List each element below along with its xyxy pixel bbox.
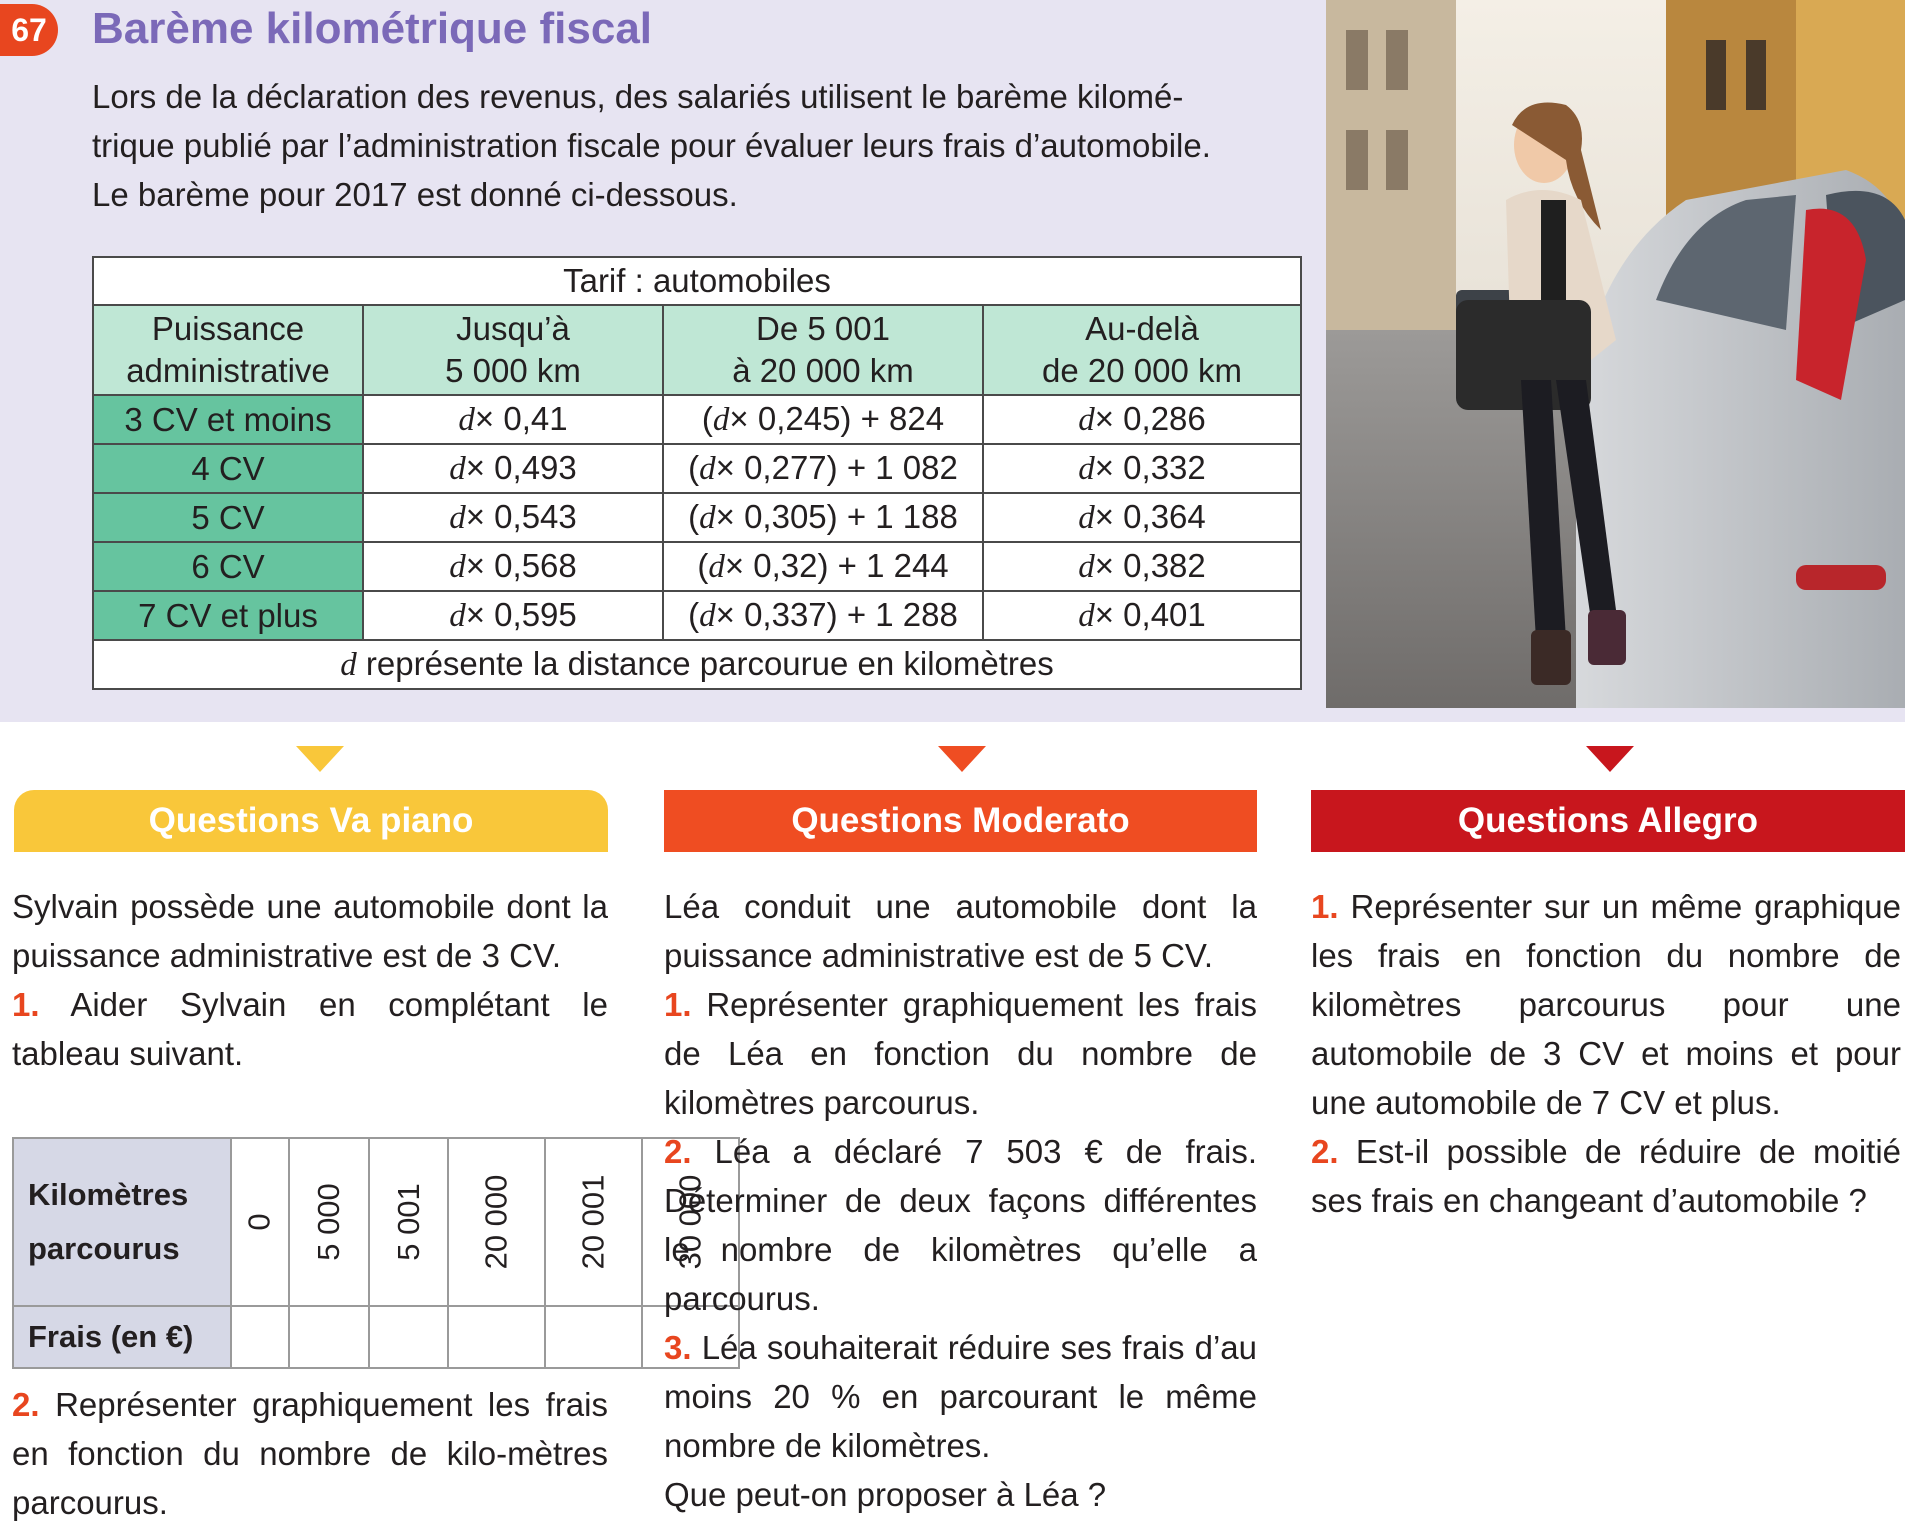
tarif-row: 5 CV d× 0,543 (d× 0,305) + 1 188 d× 0,36… [92,492,1302,543]
rate-cell: (d× 0,337) + 1 288 [662,590,984,641]
header-range-2: De 5 001 à 20 000 km [662,304,984,396]
tarif-caption: Tarif : automobiles [92,256,1302,306]
intro-line: Lors de la déclaration des revenus, des … [92,78,1184,115]
frais-empty-cell[interactable] [447,1305,546,1369]
frais-label-cell: Frais (en €) [12,1305,232,1369]
km-value-cell: 20 000 [447,1137,546,1307]
frais-empty-cell[interactable] [640,1305,740,1369]
km-value-cell: 5 001 [367,1137,450,1307]
va-piano-intro: Sylvain possède une automobile dont la p… [12,888,608,974]
va-piano-text-2: 2. Représenter graphiquement les frais e… [12,1380,608,1527]
moderato-question-3: 3. Léa souhaiterait réduire ses frais d’… [664,1329,1257,1464]
exercise-number-badge: 67 [0,4,58,56]
tarif-row: 6 CV d× 0,568 (d× 0,32) + 1 244 d× 0,382 [92,541,1302,592]
moderato-header: Questions Moderato [664,790,1257,852]
power-cell: 4 CV [92,443,364,494]
allegro-header: Questions Allegro [1311,790,1905,852]
km-value-cell: 20 001 [543,1137,643,1307]
woman-car-photo [1326,0,1905,708]
header-power: Puissance administrative [92,304,364,396]
frais-empty-cell[interactable] [288,1305,370,1369]
rate-cell: d× 0,364 [982,492,1302,543]
exercise-intro: Lors de la déclaration des revenus, des … [92,72,1312,219]
rate-cell: d× 0,286 [982,394,1302,445]
intro-line: trique publié par l’administration fisca… [92,127,1211,164]
km-value-cell: 5 000 [288,1137,370,1307]
rate-cell: (d× 0,245) + 824 [662,394,984,445]
va-piano-arrow-icon [296,746,344,772]
power-cell: 7 CV et plus [92,590,364,641]
va-piano-question-2: 2. Représenter graphiquement les frais e… [12,1386,608,1521]
header-range-3: Au-delà de 20 000 km [982,304,1302,396]
power-cell: 5 CV [92,492,364,543]
tarif-row: 3 CV et moins d× 0,41 (d× 0,245) + 824 d… [92,394,1302,445]
km-label-cell: Kilomètres parcourus [12,1137,232,1307]
rate-cell: (d× 0,32) + 1 244 [662,541,984,592]
rate-cell: d× 0,493 [362,443,664,494]
rate-cell: d× 0,543 [362,492,664,543]
rate-cell: d× 0,401 [982,590,1302,641]
allegro-arrow-icon [1586,746,1634,772]
header-range-1: Jusqu’à 5 000 km [362,304,664,396]
tarif-footer: d représente la distance parcourue en ki… [92,639,1302,690]
tarif-row: 7 CV et plus d× 0,595 (d× 0,337) + 1 288… [92,590,1302,641]
rate-cell: d× 0,568 [362,541,664,592]
moderato-question-2: 2. Léa a déclaré 7 503 € de frais. Déter… [664,1133,1257,1317]
va-piano-question-1: 1. Aider Sylvain en complétant le tablea… [12,986,608,1072]
exercise-title: Barème kilométrique fiscal [92,4,653,53]
rate-cell: d× 0,41 [362,394,664,445]
moderato-text: Léa conduit une automobile dont la puiss… [664,882,1257,1519]
power-cell: 6 CV [92,541,364,592]
moderato-arrow-icon [938,746,986,772]
km-value-cell: 0 [230,1137,290,1307]
moderato-intro: Léa conduit une automobile dont la puiss… [664,888,1257,974]
va-piano-fill-table: Kilomètres parcourus 0 5 000 5 001 20 000… [12,1137,740,1369]
rate-cell: (d× 0,305) + 1 188 [662,492,984,543]
moderato-question-3b: Que peut-on proposer à Léa ? [664,1476,1107,1513]
va-piano-text: Sylvain possède une automobile dont la p… [12,882,608,1078]
intro-line: Le barème pour 2017 est donné ci-dessous… [92,176,738,213]
frais-empty-cell[interactable] [367,1305,450,1369]
allegro-question-2: 2. Est-il possible de réduire de moitié … [1311,1133,1901,1219]
frais-empty-cell[interactable] [230,1305,290,1369]
moderato-question-1: 1. Représenter graphiquement les frais d… [664,986,1257,1121]
rate-cell: d× 0,382 [982,541,1302,592]
rate-cell: (d× 0,277) + 1 082 [662,443,984,494]
va-piano-header: Questions Va piano [14,790,608,852]
frais-empty-cell[interactable] [543,1305,643,1369]
rate-cell: d× 0,595 [362,590,664,641]
tarif-table: Tarif : automobiles Puissance administrat… [92,256,1302,690]
power-cell: 3 CV et moins [92,394,364,445]
allegro-text: 1. Représenter sur un même graphique les… [1311,882,1901,1225]
rate-cell: d× 0,332 [982,443,1302,494]
tarif-row: 4 CV d× 0,493 (d× 0,277) + 1 082 d× 0,33… [92,443,1302,494]
km-value-cell: 30 000 [640,1137,740,1307]
allegro-question-1: 1. Représenter sur un même graphique les… [1311,888,1901,1121]
